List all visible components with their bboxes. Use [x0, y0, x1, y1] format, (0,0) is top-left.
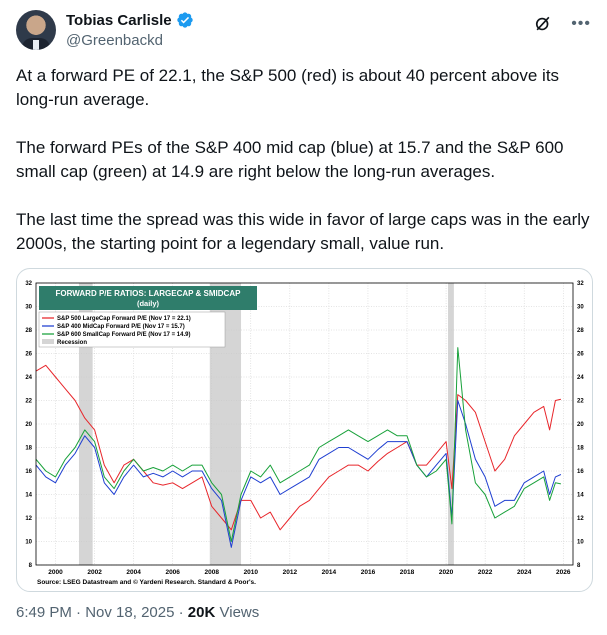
y-tick-label-right: 24 — [577, 375, 584, 381]
y-tick-label-left: 22 — [25, 399, 32, 405]
y-tick-label-left: 18 — [25, 446, 32, 452]
y-tick-label-left: 26 — [25, 352, 32, 358]
x-tick-label: 2000 — [48, 569, 63, 576]
y-tick-label-left: 12 — [25, 516, 32, 522]
y-tick-label-right: 32 — [577, 281, 584, 287]
views-label: Views — [219, 604, 260, 621]
y-tick-label-right: 20 — [577, 422, 584, 428]
tweet-media-chart[interactable]: 8 10 12 14 16 18 20 22 24 26 28 30 32 8 10 12 14 16 18 20 2… — [16, 268, 593, 592]
y-axis-left-ticks: 8 10 12 14 16 18 20 22 24 26 28 30 32 — [25, 281, 32, 569]
legend-label-sp500: S&P 500 LargeCap Forward P/E (Nov 17 = 2… — [57, 316, 191, 322]
series-line-sp500 — [35, 364, 562, 531]
grok-icon[interactable] — [533, 14, 553, 34]
tweet-paragraph-1: At a forward PE of 22.1, the S&P 500 (re… — [16, 66, 560, 109]
y-axis-right-ticks: 8 10 12 14 16 18 20 22 24 26 28 30 32 — [577, 281, 584, 569]
plot-frame — [35, 282, 574, 566]
verified-badge-icon — [176, 12, 193, 28]
y-tick-label-right: 16 — [577, 469, 584, 475]
y-tick-label-left: 20 — [25, 422, 32, 428]
y-tick-label-left: 24 — [25, 375, 32, 381]
chart-subtitle: (daily) — [137, 299, 160, 308]
x-tick-label: 2004 — [126, 569, 141, 576]
y-tick-label-right: 26 — [577, 352, 584, 358]
legend-swatch-recession — [42, 339, 54, 344]
y-tick-label-right: 10 — [577, 540, 584, 546]
avatar-shirt — [33, 40, 39, 50]
tweet-footer: 6:49 PM · Nov 18, 2025 · 20K Views — [16, 604, 259, 621]
more-icon[interactable]: ••• — [571, 15, 591, 32]
views-count: 20K — [187, 604, 216, 621]
y-tick-label-left: 16 — [25, 469, 32, 475]
author-handle[interactable]: @Greenbackd — [66, 32, 163, 49]
x-tick-label: 2010 — [244, 569, 259, 576]
legend-label-sp400: S&P 400 MidCap Forward P/E (Nov 17 = 15.… — [57, 324, 185, 330]
tweet-paragraph-3: The last time the spread was this wide i… — [16, 210, 590, 253]
x-tick-label: 2014 — [322, 569, 337, 576]
y-tick-label-right: 28 — [577, 328, 584, 334]
tweet-date[interactable]: Nov 18, 2025 — [85, 604, 175, 621]
x-tick-label: 2022 — [478, 569, 493, 576]
x-tick-label: 2012 — [283, 569, 298, 576]
author-name-row: Tobias Carlisle — [66, 11, 194, 29]
x-tick-label: 2008 — [205, 569, 220, 576]
x-tick-label: 2024 — [517, 569, 532, 576]
tweet-actions: ••• — [533, 14, 591, 34]
author-name[interactable]: Tobias Carlisle — [66, 11, 172, 29]
x-tick-label: 2018 — [400, 569, 415, 576]
y-tick-label-right: 18 — [577, 446, 584, 452]
x-tick-label: 2020 — [439, 569, 454, 576]
x-tick-label: 2016 — [361, 569, 376, 576]
y-tick-label-right: 12 — [577, 516, 584, 522]
y-tick-label-right: 22 — [577, 399, 584, 405]
footer-separator: · — [178, 604, 188, 621]
y-tick-label-left: 28 — [25, 328, 32, 334]
chart-source: Source: LSEG Datastream and © Yardeni Re… — [37, 578, 256, 586]
chart-series — [35, 347, 562, 548]
chart-title: FORWARD P/E RATIOS: LARGECAP & SMIDCAP — [56, 289, 242, 298]
recession-band-3 — [448, 283, 454, 565]
series-line-sp600 — [35, 347, 561, 542]
x-tick-label: 2006 — [165, 569, 180, 576]
tweet-text: At a forward PE of 22.1, the S&P 500 (re… — [16, 64, 591, 280]
avatar[interactable] — [16, 10, 56, 50]
y-tick-label-right: 30 — [577, 305, 584, 311]
chart-legend — [38, 311, 226, 348]
x-axis-ticks: 2000 2002 2004 2006 2008 2010 2012 2014 2016 2018… — [48, 569, 571, 576]
y-tick-label-left: 14 — [25, 493, 32, 499]
y-tick-label-left: 8 — [29, 563, 33, 569]
tweet-paragraph-2: The forward PEs of the S&P 400 mid cap (… — [16, 138, 564, 181]
tweet-time[interactable]: 6:49 PM — [16, 604, 72, 621]
y-tick-label-right: 8 — [577, 563, 581, 569]
footer-separator: · — [76, 604, 86, 621]
y-tick-label-right: 14 — [577, 493, 584, 499]
legend-label-recession: Recession — [57, 340, 87, 346]
x-tick-label: 2002 — [87, 569, 102, 576]
y-tick-label-left: 10 — [25, 540, 32, 546]
y-tick-label-left: 30 — [25, 305, 32, 311]
chart-title-box — [39, 286, 257, 310]
y-tick-label-left: 32 — [25, 281, 32, 287]
series-line-sp400 — [35, 400, 562, 548]
legend-label-sp600: S&P 600 SmallCap Forward P/E (Nov 17 = 1… — [57, 332, 190, 338]
x-tick-label: 2026 — [556, 569, 571, 576]
tweet-header: Tobias Carlisle @Greenbackd ••• — [16, 10, 591, 54]
